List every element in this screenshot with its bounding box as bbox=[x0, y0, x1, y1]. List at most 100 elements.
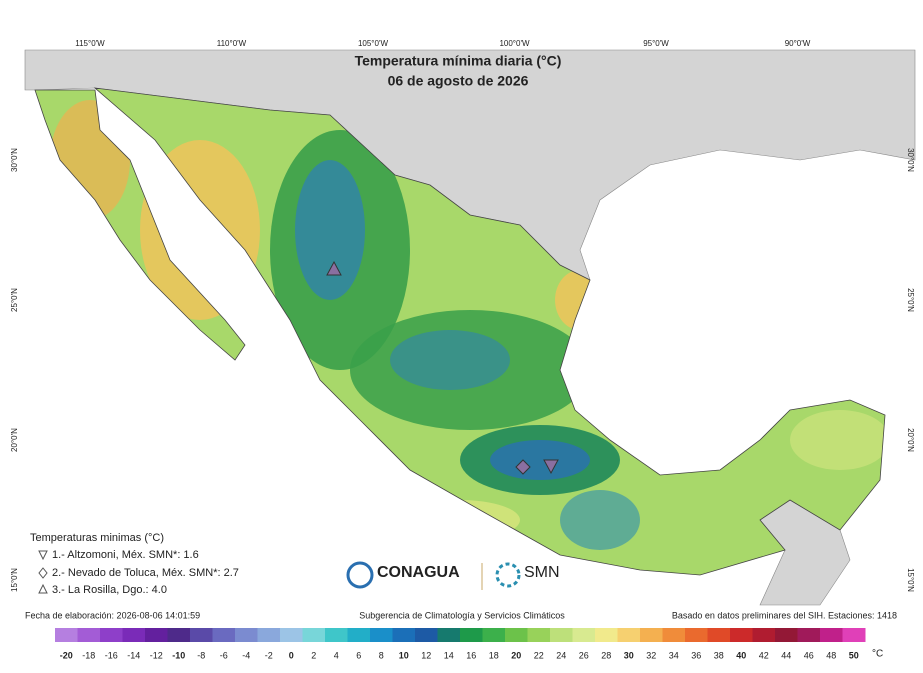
logos: CONAGUA SMN bbox=[346, 561, 560, 590]
colorbar-tick-label: 12 bbox=[421, 650, 431, 660]
colorbar-segment bbox=[662, 628, 686, 642]
colorbar-tick-label: 18 bbox=[489, 650, 499, 660]
field-cold bbox=[295, 160, 365, 300]
longitude-label: 95°0'W bbox=[643, 39, 669, 48]
colorbar-tick-label: 44 bbox=[781, 650, 791, 660]
colorbar-tick-label: -8 bbox=[197, 650, 205, 660]
legend-symbol bbox=[38, 583, 48, 594]
legend: Temperaturas minimas (°C) 1.- Altzomoni,… bbox=[25, 527, 265, 603]
colorbar-tick-label: 26 bbox=[579, 650, 589, 660]
colorbar-tick-label: 36 bbox=[691, 650, 701, 660]
station-marker bbox=[326, 260, 342, 276]
map-title: Temperatura mínima diaria (°C) bbox=[355, 53, 562, 69]
colorbar-segment bbox=[347, 628, 371, 642]
colorbar-tick-label: 42 bbox=[759, 650, 769, 660]
colorbar-segment bbox=[820, 628, 843, 642]
colorbar-tick-label: -2 bbox=[265, 650, 273, 660]
field-cold bbox=[490, 440, 590, 480]
colorbar-tick-label: 46 bbox=[804, 650, 814, 660]
field-mild bbox=[790, 410, 885, 470]
colorbar: -20 -18 -16 -14 -12 -10 -8 -6 -4 -2 0 2 4 6 8 10 12 14 16 1… bbox=[55, 628, 866, 660]
colorbar-segment bbox=[752, 628, 776, 642]
legend-box bbox=[25, 527, 265, 603]
footer-right: Basado en datos preliminares del SIH. Es… bbox=[672, 610, 897, 620]
colorbar-segment bbox=[302, 628, 326, 642]
colorbar-tick-label: 10 bbox=[399, 650, 409, 660]
colorbar-segment bbox=[482, 628, 506, 642]
colorbar-segment bbox=[325, 628, 348, 642]
colorbar-segment bbox=[707, 628, 731, 642]
colorbar-tick-label: -6 bbox=[220, 650, 228, 660]
colorbar-segment bbox=[212, 628, 236, 642]
colorbar-tick-label: -16 bbox=[105, 650, 118, 660]
colorbar-tick-label: 6 bbox=[356, 650, 361, 660]
colorbar-segment bbox=[370, 628, 393, 642]
legend-symbol bbox=[38, 550, 48, 561]
colorbar-tick-label: 50 bbox=[849, 650, 859, 660]
colorbar-segment bbox=[392, 628, 416, 642]
legend-item: 3.- La Rosilla, Dgo.: 4.0 bbox=[52, 584, 167, 596]
map-subtitle: 06 de agosto de 2026 bbox=[388, 73, 529, 89]
latitude-label: 25°0'N bbox=[10, 288, 19, 312]
latitude-label: 25°0'N bbox=[906, 288, 915, 312]
footer-left: Fecha de elaboración: 2026-08-06 14:01:5… bbox=[25, 610, 200, 620]
colorbar-segment bbox=[527, 628, 551, 642]
colorbar-tick-label: 34 bbox=[669, 650, 679, 660]
latitude-label: 20°0'N bbox=[906, 428, 915, 452]
legend-symbol bbox=[38, 567, 48, 579]
latitude-label: 30°0'N bbox=[906, 148, 915, 172]
latitude-labels: 30°0'N 30°0'N 25°0'N 25°0'N 20°0'N 20°0'N 15°0… bbox=[10, 148, 915, 592]
colorbar-tick-label: 22 bbox=[534, 650, 544, 660]
colorbar-segment bbox=[100, 628, 123, 642]
colorbar-tick-label: -4 bbox=[242, 650, 250, 660]
colorbar-tick-label: 16 bbox=[466, 650, 476, 660]
colorbar-tick-label: 0 bbox=[289, 650, 294, 660]
colorbar-segment bbox=[685, 628, 708, 642]
colorbar-segment bbox=[280, 628, 303, 642]
colorbar-segment bbox=[550, 628, 573, 642]
colorbar-tick-label: 20 bbox=[511, 650, 521, 660]
colorbar-segment bbox=[505, 628, 528, 642]
colorbar-segment bbox=[460, 628, 483, 642]
colorbar-tick-label: 32 bbox=[646, 650, 656, 660]
footer-center: Subgerencia de Climatología y Servicios … bbox=[359, 610, 565, 620]
longitude-label: 90°0'W bbox=[785, 39, 811, 48]
latitude-label: 30°0'N bbox=[10, 148, 19, 172]
mexico-outline bbox=[34, 87, 886, 576]
colorbar-tick-label: 4 bbox=[334, 650, 339, 660]
colorbar-segment bbox=[797, 628, 821, 642]
colorbar-segment bbox=[257, 628, 281, 642]
colorbar-segment bbox=[235, 628, 258, 642]
station-marker bbox=[543, 459, 559, 475]
colorbar-segment bbox=[415, 628, 438, 642]
smn-icon bbox=[495, 562, 521, 588]
colorbar-segment bbox=[572, 628, 596, 642]
colorbar-tick-label: -12 bbox=[150, 650, 163, 660]
colorbar-tick-label: -14 bbox=[127, 650, 140, 660]
colorbar-tick-label: 14 bbox=[444, 650, 454, 660]
conagua-icon bbox=[346, 561, 374, 589]
legend-title: Temperaturas minimas (°C) bbox=[30, 532, 164, 544]
colorbar-tick-label: 38 bbox=[714, 650, 724, 660]
colorbar-unit: °C bbox=[872, 649, 883, 660]
field-cold bbox=[560, 490, 640, 550]
colorbar-tick-label: -18 bbox=[82, 650, 95, 660]
colorbar-segment bbox=[730, 628, 753, 642]
latitude-label: 20°0'N bbox=[10, 428, 19, 452]
longitude-label: 110°0'W bbox=[217, 39, 247, 48]
colorbar-tick-label: 30 bbox=[624, 650, 634, 660]
colorbar-tick-label: 2 bbox=[311, 650, 316, 660]
colorbar-segment bbox=[55, 628, 78, 642]
field-cold bbox=[390, 330, 510, 390]
colorbar-tick-label: 48 bbox=[826, 650, 836, 660]
colorbar-segment bbox=[775, 628, 798, 642]
logo-text: SMN bbox=[524, 564, 560, 581]
legend-item: 1.- Altzomoni, Méx. SMN*: 1.6 bbox=[52, 549, 199, 561]
colorbar-tick-label: 8 bbox=[379, 650, 384, 660]
logo-text: CONAGUA bbox=[377, 564, 460, 581]
station-marker bbox=[515, 459, 531, 475]
colorbar-tick-label: 24 bbox=[556, 650, 566, 660]
longitude-label: 100°0'W bbox=[499, 39, 530, 48]
legend-item: 2.- Nevado de Toluca, Méx. SMN*: 2.7 bbox=[52, 567, 239, 579]
